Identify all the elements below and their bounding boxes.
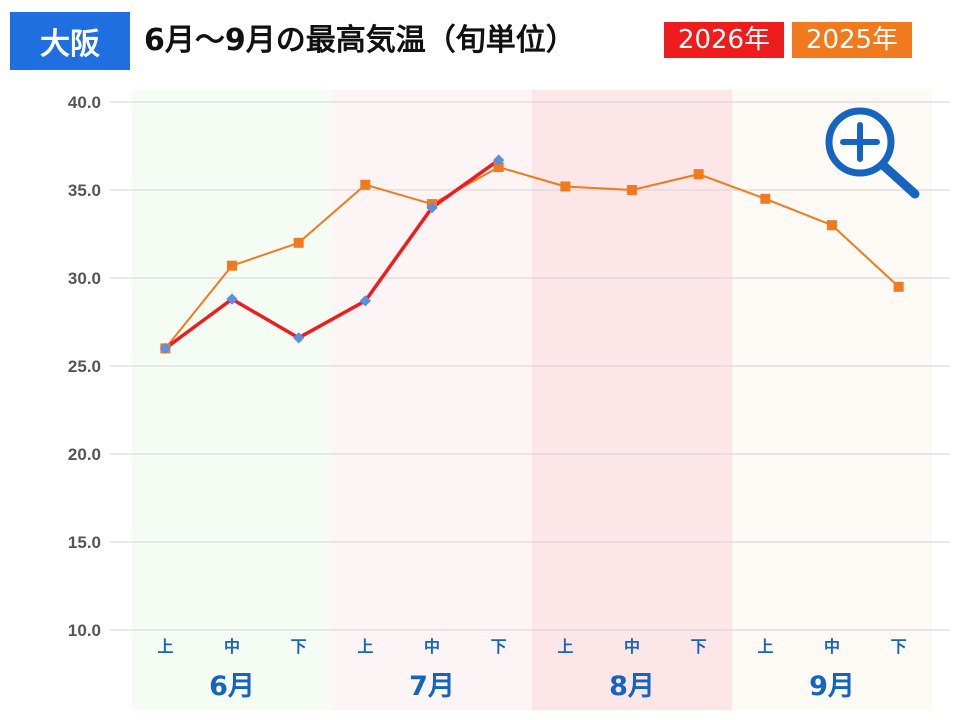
data-point-2025	[827, 220, 837, 231]
data-point-2026	[159, 342, 171, 355]
data-point-2026	[293, 332, 305, 344]
month-label: 8月	[609, 671, 655, 702]
x-tick-label: 中	[424, 637, 440, 656]
x-tick-label: 上	[757, 637, 773, 656]
y-tick-label: 25.0	[68, 357, 101, 376]
city-badge: 大阪	[10, 12, 130, 70]
data-point-2025	[360, 179, 371, 190]
data-point-2025	[293, 237, 304, 248]
legend-2026: 2026年	[664, 22, 784, 58]
y-tick-label: 40.0	[68, 93, 101, 112]
y-tick-label: 20.0	[68, 445, 101, 464]
zoom-in-icon[interactable]	[825, 107, 920, 199]
chart-title: 6月～9月の最高気温（旬単位）	[144, 23, 576, 58]
month-label: 7月	[409, 671, 455, 702]
legend-2025: 2025年	[792, 22, 912, 58]
x-tick-label: 中	[824, 637, 840, 656]
data-point-2025	[693, 169, 704, 180]
data-point-2025	[893, 281, 904, 292]
series-markers	[159, 154, 904, 355]
y-tick-label: 15.0	[68, 533, 101, 552]
x-tick-label: 中	[224, 637, 240, 656]
data-point-2025	[627, 185, 637, 195]
data-point-2026	[359, 295, 371, 307]
month-label: 9月	[809, 671, 855, 702]
y-tick-label: 35.0	[68, 181, 101, 200]
y-tick-label: 30.0	[68, 269, 101, 288]
data-point-2025	[493, 162, 504, 173]
y-tick-label: 10.0	[68, 621, 101, 640]
x-tick-label: 上	[357, 637, 373, 656]
data-point-2026	[226, 293, 238, 305]
month-band	[732, 90, 932, 710]
data-point-2025	[760, 193, 771, 204]
chart-header: 大阪 6月～9月の最高気温（旬単位） 2026年 2025年	[0, 0, 960, 80]
data-point-2026	[493, 154, 505, 166]
y-axis-ticks: 10.0 15.0 20.0 25.0 30.0 35.0 40.0	[68, 93, 101, 640]
x-tick-label: 下	[491, 637, 507, 656]
data-point-2025	[560, 181, 571, 192]
month-labels: 6月 7月 8月 9月	[209, 671, 855, 702]
x-tick-label: 下	[691, 637, 707, 656]
data-point-2026	[426, 201, 438, 214]
month-label: 6月	[209, 671, 255, 702]
x-tick-label: 上	[557, 637, 573, 656]
x-axis-ticks: 上中下上中下上中下上中下	[157, 637, 906, 656]
data-point-2025	[227, 260, 237, 271]
series-lines	[163, 158, 900, 351]
month-band	[132, 90, 332, 710]
gridlines	[110, 101, 950, 631]
x-tick-label: 下	[291, 637, 307, 656]
month-bands	[132, 90, 932, 710]
series-line-0	[163, 158, 501, 351]
x-tick-label: 下	[891, 637, 907, 656]
series-line-1	[164, 166, 900, 350]
x-tick-label: 上	[157, 637, 173, 656]
x-tick-label: 中	[624, 637, 640, 656]
month-band	[332, 90, 532, 710]
